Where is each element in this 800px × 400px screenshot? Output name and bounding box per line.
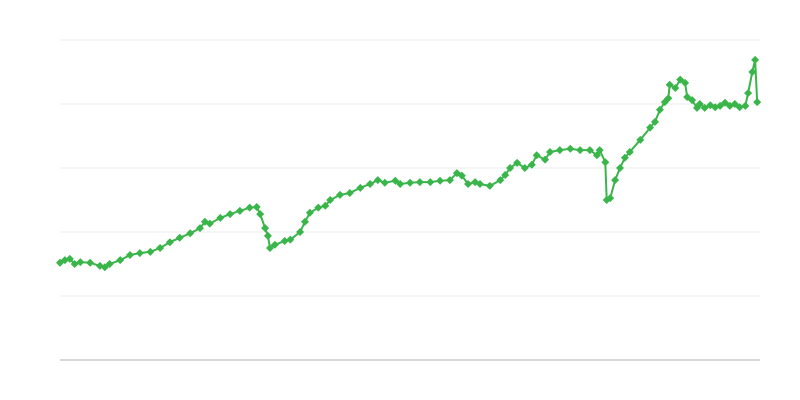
gridlines bbox=[60, 39, 760, 297]
data-point-marker bbox=[595, 146, 604, 155]
data-point-marker bbox=[616, 164, 624, 172]
data-point-marker bbox=[541, 155, 550, 164]
data-point-marker bbox=[576, 146, 585, 155]
data-point-marker bbox=[266, 244, 274, 252]
data-point-marker bbox=[270, 240, 279, 249]
data-point-marker bbox=[688, 96, 697, 105]
data-point-marker bbox=[135, 249, 144, 258]
data-point-marker bbox=[625, 148, 634, 156]
data-point-marker bbox=[301, 217, 309, 226]
data-point-marker bbox=[406, 178, 414, 187]
data-point-marker bbox=[314, 203, 323, 212]
data-point-marker bbox=[730, 100, 739, 108]
data-point-marker bbox=[256, 210, 265, 219]
data-point-marker bbox=[86, 258, 95, 267]
data-point-marker bbox=[391, 176, 400, 185]
data-point-marker bbox=[366, 180, 375, 188]
data-point-marker bbox=[546, 148, 554, 156]
data-point-marker bbox=[611, 176, 620, 185]
data-point-marker bbox=[496, 176, 505, 185]
data-point-marker bbox=[76, 258, 85, 267]
data-point-marker bbox=[646, 123, 655, 132]
data-point-marker bbox=[216, 213, 225, 222]
data-point-marker bbox=[636, 135, 645, 144]
series-line bbox=[59, 59, 759, 269]
data-point-marker bbox=[665, 80, 674, 89]
series-markers bbox=[56, 55, 762, 272]
data-point-marker bbox=[555, 146, 564, 155]
data-point-marker bbox=[601, 158, 610, 167]
data-point-marker bbox=[252, 203, 261, 212]
data-point-marker bbox=[676, 75, 685, 84]
data-point-marker bbox=[464, 180, 473, 188]
data-point-marker bbox=[721, 98, 729, 107]
data-point-marker bbox=[620, 153, 629, 162]
data-point-marker bbox=[65, 254, 74, 263]
data-point-marker bbox=[445, 176, 454, 185]
data-point-marker bbox=[305, 208, 314, 217]
data-point-marker bbox=[426, 178, 435, 187]
data-point-marker bbox=[196, 224, 204, 233]
data-point-marker bbox=[501, 171, 510, 180]
data-point-marker bbox=[116, 256, 125, 265]
data-point-marker bbox=[261, 224, 270, 233]
data-point-marker bbox=[156, 244, 165, 252]
data-point-marker bbox=[681, 78, 690, 87]
data-point-marker bbox=[664, 94, 673, 103]
data-point-marker bbox=[506, 164, 515, 172]
data-point-marker bbox=[748, 68, 757, 76]
data-point-marker bbox=[205, 219, 214, 228]
data-point-marker bbox=[700, 103, 709, 112]
data-point-marker bbox=[263, 231, 272, 240]
data-point-marker bbox=[396, 180, 405, 188]
data-point-marker bbox=[175, 233, 184, 242]
data-point-marker bbox=[280, 236, 289, 245]
data-point-marker bbox=[513, 158, 522, 167]
data-point-marker bbox=[326, 196, 335, 204]
data-point-marker bbox=[527, 160, 536, 169]
data-point-marker bbox=[651, 117, 659, 126]
data-point-marker bbox=[165, 238, 174, 247]
data-point-marker bbox=[436, 176, 445, 185]
data-point-marker bbox=[336, 190, 344, 199]
data-point-marker bbox=[356, 183, 365, 192]
data-point-marker bbox=[186, 229, 195, 238]
data-point-marker bbox=[744, 89, 753, 98]
data-point-marker bbox=[485, 181, 494, 190]
data-point-marker bbox=[520, 164, 529, 172]
data-point-marker bbox=[695, 100, 704, 108]
data-point-marker bbox=[671, 84, 680, 92]
data-point-marker bbox=[716, 101, 725, 110]
data-point-marker bbox=[380, 178, 389, 187]
data-point-marker bbox=[235, 206, 244, 215]
data-point-marker bbox=[751, 55, 760, 64]
data-point-marker bbox=[126, 251, 134, 260]
data-point-marker bbox=[532, 151, 541, 160]
data-point-marker bbox=[753, 98, 762, 107]
data-point-marker bbox=[457, 171, 466, 180]
data-point-marker bbox=[321, 201, 330, 210]
data-point-marker bbox=[296, 228, 305, 236]
data-point-marker bbox=[286, 235, 295, 244]
data-point-marker bbox=[655, 105, 664, 114]
data-point-marker bbox=[585, 146, 594, 155]
data-point-marker bbox=[105, 260, 114, 268]
data-point-marker bbox=[146, 247, 155, 256]
data-point-marker bbox=[735, 103, 744, 112]
data-point-marker bbox=[373, 176, 382, 185]
data-point-marker bbox=[741, 101, 750, 110]
data-point-marker bbox=[245, 203, 254, 212]
data-point-marker bbox=[415, 178, 424, 187]
data-point-marker bbox=[606, 194, 615, 203]
data-point-marker bbox=[476, 180, 484, 188]
data-point-marker bbox=[226, 210, 235, 219]
data-point-marker bbox=[683, 92, 692, 101]
data-point-marker bbox=[345, 188, 354, 197]
data-point-marker bbox=[100, 263, 109, 272]
data-point-marker bbox=[566, 144, 575, 153]
